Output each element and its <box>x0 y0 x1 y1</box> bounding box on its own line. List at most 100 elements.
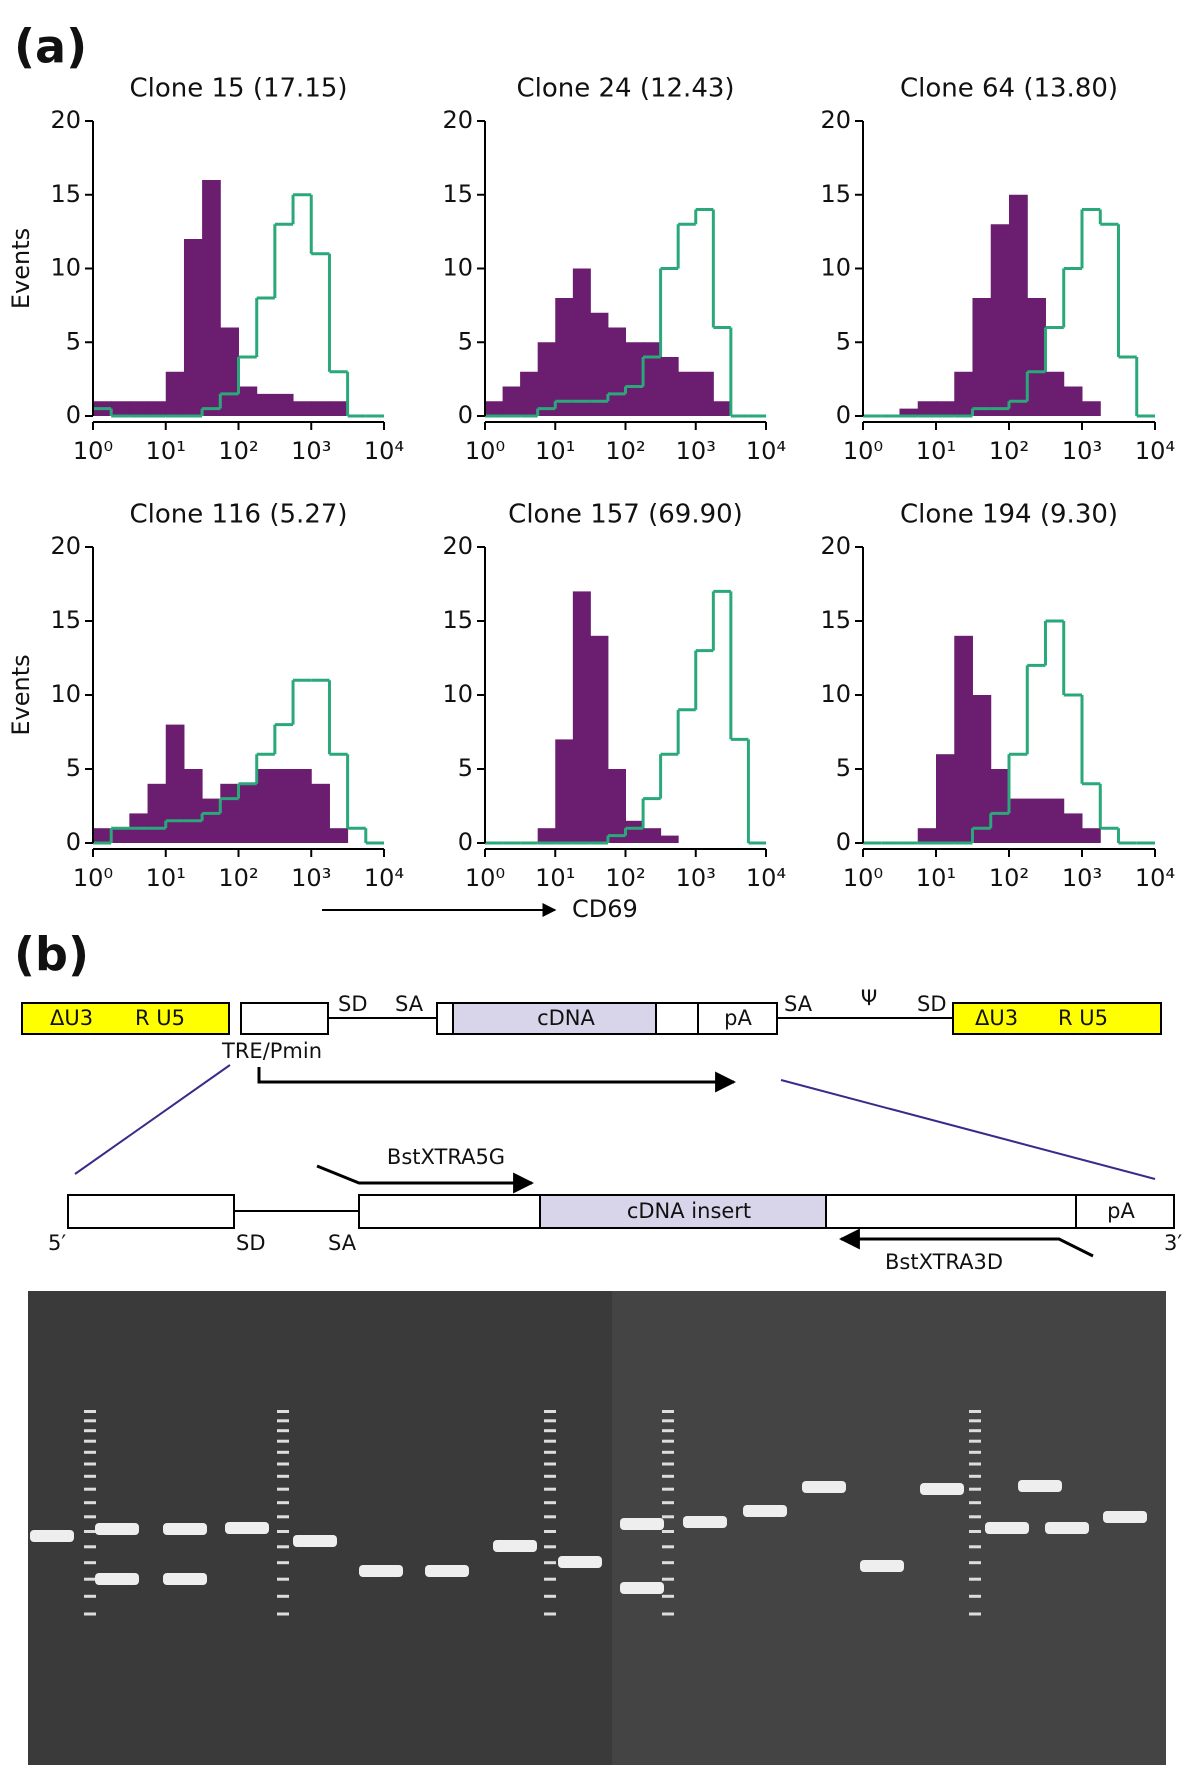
x-tick-label: 10³ <box>676 864 716 892</box>
histogram-bar <box>899 408 919 416</box>
ladder-band <box>544 1474 556 1478</box>
ladder-band <box>84 1545 96 1549</box>
ladder-band <box>662 1462 674 1466</box>
y-tick-label: 0 <box>836 401 851 429</box>
ladder-band <box>277 1419 289 1423</box>
y-tick-label: 20 <box>442 532 473 560</box>
label: pA <box>724 1006 752 1030</box>
histogram-bar <box>183 239 203 416</box>
gel-band <box>163 1523 207 1535</box>
y-tick-label: 5 <box>836 754 851 782</box>
y-tick-label: 5 <box>66 754 81 782</box>
histogram-bar <box>643 342 662 416</box>
histogram-bar <box>695 371 714 416</box>
label: cDNA insert <box>627 1199 751 1223</box>
label: pA <box>1107 1199 1135 1223</box>
ladder-band <box>544 1501 556 1505</box>
y-tick-label: 0 <box>458 828 473 856</box>
histogram-bar <box>165 724 185 843</box>
histogram-bar <box>625 342 644 416</box>
histogram-bar <box>1063 386 1083 416</box>
ladder-band <box>544 1515 556 1519</box>
chart-title: Clone 194 (9.30) <box>900 500 1118 530</box>
y-tick-label: 15 <box>442 180 473 208</box>
ladder-band <box>969 1419 981 1423</box>
x-tick-label: 10³ <box>291 437 331 465</box>
histogram-bar <box>990 769 1010 843</box>
x-tick-label: 10⁰ <box>465 437 505 465</box>
histogram-bar <box>1027 798 1046 843</box>
panel-label: (a) <box>14 20 87 74</box>
x-tick-label: 10³ <box>1062 437 1102 465</box>
histogram-bar <box>1009 194 1028 416</box>
histogram-bar <box>311 401 330 416</box>
histogram-bar <box>238 386 258 416</box>
ladder-band <box>544 1545 556 1549</box>
ladder-band <box>544 1487 556 1491</box>
histogram-bar <box>572 591 591 843</box>
histogram-bar <box>329 401 349 416</box>
ladder-band <box>277 1450 289 1454</box>
y-tick-label: 20 <box>820 106 851 134</box>
histogram-bar <box>129 401 149 416</box>
ladder-band <box>277 1545 289 1549</box>
ladder-band <box>544 1450 556 1454</box>
y-axis-label: Events <box>7 228 35 309</box>
ladder-band <box>277 1515 289 1519</box>
histogram-bar <box>220 783 239 843</box>
ladder-band <box>969 1410 981 1413</box>
y-tick-label: 10 <box>50 680 81 708</box>
ladder-band <box>969 1501 981 1505</box>
histogram-bar <box>954 635 973 843</box>
y-tick-label: 15 <box>442 606 473 634</box>
y-tick-label: 15 <box>820 180 851 208</box>
ladder-band <box>84 1474 96 1478</box>
label: 5′ <box>48 1231 66 1255</box>
x-tick-label: 10⁴ <box>364 864 404 892</box>
x-tick-label: 10⁰ <box>465 864 505 892</box>
ladder-band <box>544 1439 556 1443</box>
y-tick-label: 0 <box>66 828 81 856</box>
ladder-band <box>969 1530 981 1533</box>
histogram-bar <box>183 769 203 843</box>
ladder-band <box>662 1487 674 1491</box>
ladder-band <box>277 1410 289 1413</box>
histogram-bar <box>607 769 626 843</box>
ladder-band <box>969 1577 981 1581</box>
histogram-bar <box>1063 813 1083 843</box>
y-tick-label: 15 <box>50 606 81 634</box>
ladder-band <box>84 1515 96 1519</box>
histogram-bar <box>590 635 609 843</box>
ladder-band <box>662 1501 674 1505</box>
histogram-bar <box>111 401 130 416</box>
ladder-band <box>277 1561 289 1565</box>
ladder-band <box>84 1429 96 1433</box>
x-tick-label: 10² <box>989 437 1029 465</box>
vector-map <box>21 1002 1175 1258</box>
gel-band <box>860 1560 904 1572</box>
ladder-band <box>662 1450 674 1454</box>
y-tick-label: 10 <box>442 254 473 282</box>
x-tick-label: 10² <box>218 864 258 892</box>
ladder-band <box>84 1450 96 1454</box>
histogram-bar <box>256 769 276 843</box>
y-tick-label: 5 <box>66 327 81 355</box>
ladder-band <box>662 1577 674 1581</box>
ladder-band <box>662 1410 674 1413</box>
ladder-band <box>277 1439 289 1443</box>
chart-title: Clone 116 (5.27) <box>129 500 347 530</box>
x-tick-label: 10⁴ <box>1135 864 1175 892</box>
ladder-band <box>662 1561 674 1565</box>
histogram-bar <box>274 393 294 416</box>
gel-band <box>30 1530 74 1542</box>
gel-band <box>1103 1511 1147 1523</box>
ladder-band <box>84 1612 96 1616</box>
histogram-bar <box>990 224 1010 416</box>
x-tick-label: 10⁴ <box>364 437 404 465</box>
y-tick-label: 10 <box>50 254 81 282</box>
y-tick-label: 20 <box>820 532 851 560</box>
x-tick-label: 10¹ <box>535 437 575 465</box>
gel-band <box>95 1573 139 1585</box>
histogram-bar <box>220 327 239 416</box>
